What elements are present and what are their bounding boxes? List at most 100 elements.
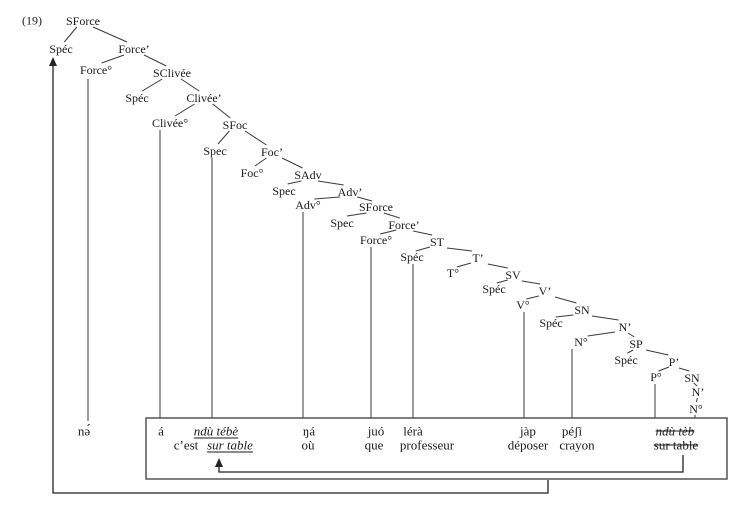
tree-node-spec_i: Spéc xyxy=(614,353,638,367)
terminal-gloss-3: où xyxy=(301,437,315,453)
branch-line xyxy=(446,247,472,252)
branch-line xyxy=(254,157,267,167)
inner-movement-arrow-line xyxy=(218,455,684,473)
terminal-word-8: ndù tèb xyxy=(655,423,695,439)
inner-movement-arrow-arrowhead-icon xyxy=(215,458,223,467)
branch-line xyxy=(281,157,303,169)
terminal-gloss-4: que xyxy=(364,437,384,453)
tree-node-spec_d: Spec xyxy=(272,184,296,198)
terminal-word-3: ŋá xyxy=(302,423,316,439)
branch-line xyxy=(693,382,698,387)
tree-node-spec_c: Spec xyxy=(203,144,227,158)
tree-node-v0: V° xyxy=(516,298,530,312)
branch-line xyxy=(645,349,669,356)
branch-line xyxy=(380,229,397,235)
tree-node-forcebar1: Force’ xyxy=(118,42,150,56)
outer-movement-arrow-arrowhead-icon xyxy=(49,57,57,66)
branch-line xyxy=(627,332,635,338)
tree-node-spec_b: Spéc xyxy=(125,91,149,105)
tree-node-vbar: V’ xyxy=(538,284,552,298)
tree-node-p0: P° xyxy=(650,370,662,384)
terminal-gloss-7: crayon xyxy=(559,437,595,453)
branch-line xyxy=(180,78,200,92)
branch-line xyxy=(63,26,78,43)
tree-node-clivee0: Clivée° xyxy=(151,116,189,130)
outer-movement-arrow-line xyxy=(52,64,549,494)
branch-line xyxy=(496,279,508,284)
branch-line xyxy=(555,314,574,318)
branch-line xyxy=(143,54,167,67)
branch-line xyxy=(678,367,690,372)
tree-node-spec_e: Spec xyxy=(330,216,354,230)
tree-node-pbar: P’ xyxy=(668,355,680,369)
example-number: (19) xyxy=(22,13,42,28)
tree-node-sforce1: SForce xyxy=(66,14,100,28)
tree-node-n02: N° xyxy=(689,402,703,416)
branch-line xyxy=(413,230,433,236)
terminal-word-4: juó xyxy=(367,423,385,439)
tree-node-foc0: Foc° xyxy=(240,166,264,180)
terminal-word-5: lérà xyxy=(403,423,423,439)
branch-line xyxy=(101,54,125,64)
branch-line xyxy=(174,103,195,117)
tree-node-spec_f: Spéc xyxy=(400,250,424,264)
tree-node-tbar: T’ xyxy=(472,251,484,265)
tree-node-cliveebar: Clivée’ xyxy=(186,91,222,105)
branch-line xyxy=(587,331,616,337)
tree-node-n01: N° xyxy=(574,335,588,349)
branch-line xyxy=(217,130,230,145)
branch-line xyxy=(487,263,508,269)
terminal-gloss-2: sur table xyxy=(207,437,253,453)
tree-node-sforce2: SForce xyxy=(359,200,393,214)
terminal-gloss-5: professeur xyxy=(399,437,455,453)
tree-node-spec_g: Spéc xyxy=(482,282,506,296)
branch-line xyxy=(212,103,231,119)
terminal-gloss-1: c’est xyxy=(173,437,199,453)
terminal-word-0: nə́ xyxy=(77,423,91,439)
branch-line xyxy=(141,78,163,92)
tree-node-sfoc: SFoc xyxy=(222,118,248,132)
branch-line xyxy=(695,397,698,403)
in-situ-clause-box xyxy=(145,417,728,480)
branch-line xyxy=(591,315,619,321)
branch-line xyxy=(92,26,128,43)
tree-node-force01: Force° xyxy=(79,63,113,77)
tree-node-nbar1: N’ xyxy=(618,320,632,334)
branch-line xyxy=(627,349,634,354)
branch-line xyxy=(521,280,541,285)
branch-line xyxy=(287,180,302,185)
tree-node-t0: T° xyxy=(446,266,460,280)
branch-line xyxy=(357,196,373,202)
tree-node-forcebar2: Force’ xyxy=(388,218,420,232)
branch-line xyxy=(554,296,577,304)
tree-node-nbar2: N’ xyxy=(691,385,705,399)
tree-node-spec_a: Spéc xyxy=(49,42,73,56)
terminal-word-1: á xyxy=(158,423,164,439)
branch-line xyxy=(244,130,267,146)
terminal-gloss-6: déposer xyxy=(507,437,549,453)
tree-node-sn1: SN xyxy=(574,303,590,317)
tree-node-sp: SP xyxy=(629,337,643,351)
terminal-word-7: péʃì xyxy=(561,423,583,439)
tree-node-sn2: SN xyxy=(684,371,700,385)
branch-line xyxy=(658,366,670,372)
branch-line xyxy=(317,180,344,186)
branch-line xyxy=(383,212,400,219)
tree-node-st: ST xyxy=(429,235,445,249)
branch-line xyxy=(415,246,431,252)
branch-line xyxy=(314,196,341,200)
terminal-word-6: jàp xyxy=(520,423,536,439)
tree-node-focbar: Foc’ xyxy=(261,145,283,159)
branch-line xyxy=(347,212,367,217)
tree-node-force02: Force° xyxy=(359,233,393,247)
terminal-gloss-8: sur table xyxy=(653,437,699,453)
tree-node-adv0: Adv° xyxy=(295,198,321,212)
tree-node-sclivee: SClivée xyxy=(153,66,191,80)
tree-node-advbar: Adv’ xyxy=(337,185,363,199)
tree-node-sadv: SAdv xyxy=(294,168,322,182)
tree-node-spec_h: Spéc xyxy=(539,316,563,330)
tree-node-sv: SV xyxy=(505,268,521,282)
branch-line xyxy=(526,295,539,300)
